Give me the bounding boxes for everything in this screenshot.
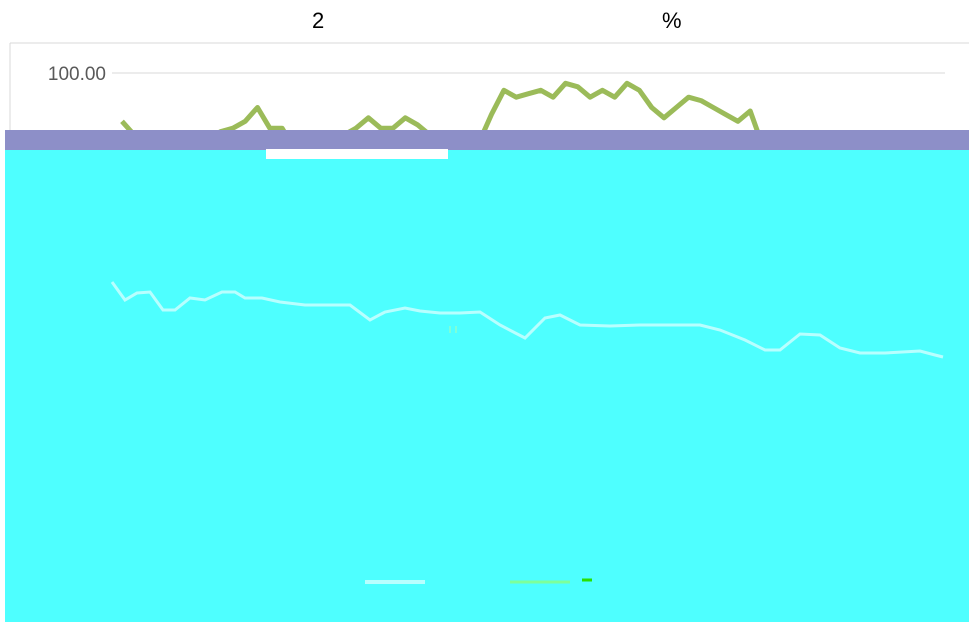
header-left-text: 2 (312, 8, 325, 33)
y-tick-label: 100.00 (48, 64, 106, 85)
overlay-band (5, 130, 969, 152)
overlay-strip (266, 149, 448, 159)
overlay-panel (5, 150, 969, 622)
header-right-text: % (662, 8, 682, 33)
